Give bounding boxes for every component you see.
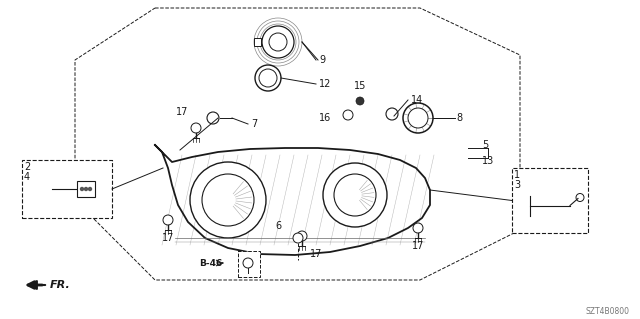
Text: 17: 17 xyxy=(175,107,188,117)
Text: 7: 7 xyxy=(251,119,257,129)
Circle shape xyxy=(84,188,88,190)
Text: 4: 4 xyxy=(24,172,30,182)
Circle shape xyxy=(202,174,254,226)
Circle shape xyxy=(413,223,423,233)
Text: 3: 3 xyxy=(514,180,520,190)
Bar xyxy=(77,181,95,197)
FancyBboxPatch shape xyxy=(22,160,112,218)
Text: 17: 17 xyxy=(162,233,174,243)
Text: FR.: FR. xyxy=(50,280,71,290)
Text: 1: 1 xyxy=(514,170,520,180)
Circle shape xyxy=(334,174,376,216)
Text: 9: 9 xyxy=(319,55,325,65)
Circle shape xyxy=(190,162,266,238)
Text: 13: 13 xyxy=(482,156,494,166)
Circle shape xyxy=(297,231,307,241)
Text: 6: 6 xyxy=(275,221,281,231)
Text: 12: 12 xyxy=(319,79,332,89)
Circle shape xyxy=(323,163,387,227)
FancyBboxPatch shape xyxy=(254,38,261,46)
Text: 14: 14 xyxy=(411,95,423,105)
Text: B-46: B-46 xyxy=(199,258,222,268)
Circle shape xyxy=(293,233,303,243)
Text: 5: 5 xyxy=(482,140,488,150)
Circle shape xyxy=(163,215,173,225)
Text: 17: 17 xyxy=(310,249,323,259)
Circle shape xyxy=(81,188,83,190)
Text: 17: 17 xyxy=(412,241,424,251)
Text: 8: 8 xyxy=(456,113,462,123)
FancyBboxPatch shape xyxy=(512,168,588,233)
Text: SZT4B0800: SZT4B0800 xyxy=(586,308,630,316)
Text: 16: 16 xyxy=(319,113,331,123)
Circle shape xyxy=(356,97,364,105)
Text: 15: 15 xyxy=(354,81,366,91)
FancyBboxPatch shape xyxy=(238,251,260,277)
Circle shape xyxy=(88,188,92,190)
Text: 2: 2 xyxy=(24,162,30,172)
Circle shape xyxy=(191,123,201,133)
